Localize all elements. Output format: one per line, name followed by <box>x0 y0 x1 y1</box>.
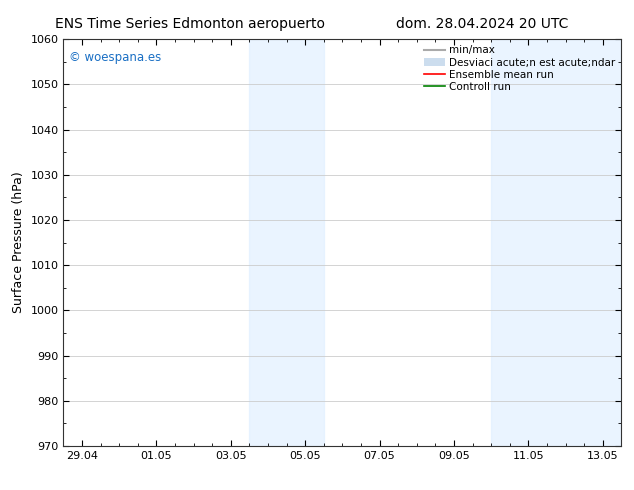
Bar <box>491 39 621 446</box>
Text: © woespana.es: © woespana.es <box>69 51 161 64</box>
Y-axis label: Surface Pressure (hPa): Surface Pressure (hPa) <box>12 172 25 314</box>
Bar <box>249 39 324 446</box>
Title: ENS Time Series Edmonton aeropuerto      dom. 28.04.2024 20 UTC: ENS Time Series Edmonton aeropuerto dom.… <box>0 489 1 490</box>
Legend: min/max, Desviaci acute;n est acute;ndar, Ensemble mean run, Controll run: min/max, Desviaci acute;n est acute;ndar… <box>420 41 619 96</box>
Text: ENS Time Series Edmonton aeropuerto: ENS Time Series Edmonton aeropuerto <box>55 17 325 31</box>
Text: dom. 28.04.2024 20 UTC: dom. 28.04.2024 20 UTC <box>396 17 568 31</box>
